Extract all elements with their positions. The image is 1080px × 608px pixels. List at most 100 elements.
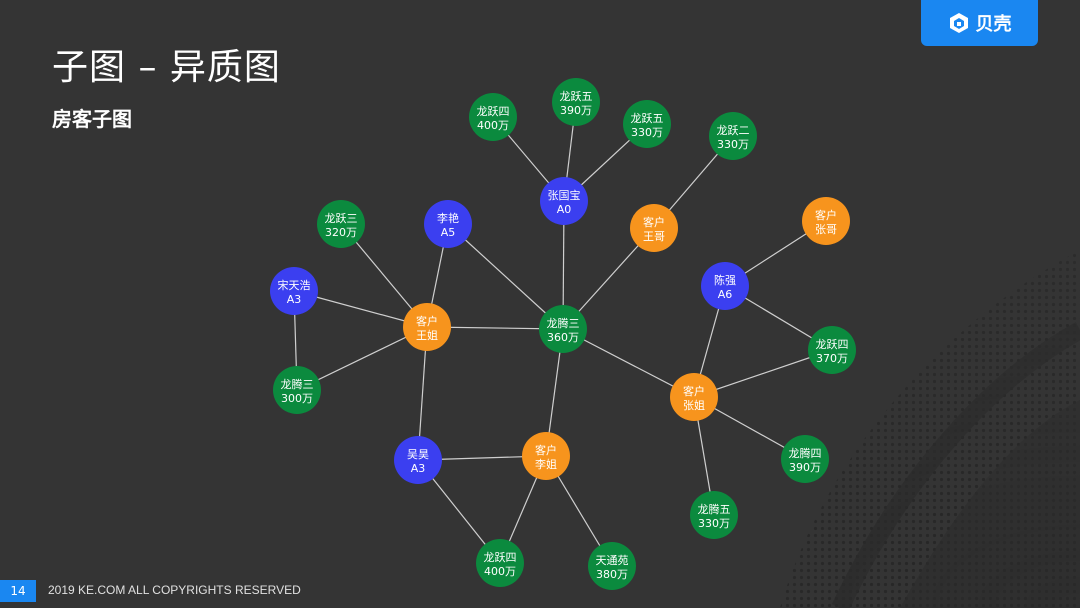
node-label-line1: 天通苑 (596, 554, 629, 567)
node-label-line2: A3 (287, 293, 302, 306)
customer-node-circle (403, 303, 451, 351)
halftone-decoration (780, 250, 1080, 608)
house-node-circle (808, 326, 856, 374)
node-label-line1: 龙腾四 (789, 446, 822, 460)
edge-h8-c3 (296, 326, 428, 391)
node-label-line2: 400万 (477, 119, 509, 132)
page-number: 14 (0, 580, 36, 602)
edge-h7-c4 (693, 349, 833, 398)
node-label-line2: A0 (557, 203, 572, 216)
node-label-line1: 客户 (683, 384, 705, 398)
node-label-line2: A5 (441, 226, 456, 239)
node-label-line1: 龙跃五 (631, 111, 664, 125)
node-label-line1: 龙跃四 (816, 337, 849, 351)
node-label-line2: A6 (718, 288, 733, 301)
node-label-line2: 王哥 (643, 230, 665, 243)
house-node-circle (539, 305, 587, 353)
copyright-text: 2019 KE.COM ALL COPYRIGHTS RESERVED (48, 583, 301, 597)
house-node-circle (552, 78, 600, 126)
house-node-circle (273, 366, 321, 414)
node-label-line2: 380万 (596, 568, 628, 581)
node-label-line2: 330万 (717, 138, 749, 151)
agent-node-circle (270, 267, 318, 315)
node-label-line1: 吴昊 (407, 448, 429, 461)
node-label-line1: 李艳 (437, 211, 459, 225)
slide-title: 子图 – 异质图 (52, 47, 281, 88)
brand-name: 贝壳 (975, 14, 1012, 35)
house-node-circle (317, 200, 365, 248)
house-node-circle (690, 491, 738, 539)
node-label-line1: 客户 (815, 208, 837, 222)
house-node-circle (588, 542, 636, 590)
node-label-line1: 张国宝 (548, 188, 581, 202)
node-label-line1: 龙跃四 (484, 550, 517, 564)
node-label-line1: 龙腾三 (281, 377, 314, 391)
node-label-line1: 龙跃五 (560, 89, 593, 103)
slide-subtitle: 房客子图 (52, 107, 132, 131)
node-label-line1: 宋天浩 (278, 278, 311, 292)
shell-logo-icon (949, 13, 968, 33)
agent-node-circle (394, 436, 442, 484)
node-label-line1: 陈强 (714, 273, 736, 287)
house-node-circle (781, 435, 829, 483)
agent-node-circle (701, 262, 749, 310)
node-label-line2: 300万 (281, 392, 313, 405)
node-label-line1: 龙跃二 (717, 123, 750, 137)
node-label-line1: 龙腾五 (698, 502, 731, 516)
node-label-line1: 客户 (416, 314, 438, 328)
node-label-line2: 400万 (484, 565, 516, 578)
node-label-line1: 龙腾三 (547, 316, 580, 330)
node-label-line2: 李姐 (535, 457, 557, 471)
node-label-line2: 330万 (698, 517, 730, 530)
customer-node-circle (630, 204, 678, 252)
node-label-line1: 龙跃四 (477, 104, 510, 118)
node-label-line1: 客户 (643, 215, 665, 229)
brand-logo: 贝壳 (921, 0, 1038, 46)
node-label-line2: 王姐 (416, 328, 438, 342)
node-label-line2: 320万 (325, 226, 357, 239)
customer-node-circle (522, 432, 570, 480)
edge-h6-c4 (562, 328, 695, 398)
house-node-circle (476, 539, 524, 587)
customer-node-circle (802, 197, 850, 245)
node-label-line2: 390万 (560, 104, 592, 117)
house-node-circle (709, 112, 757, 160)
node-label-line2: 370万 (816, 352, 848, 365)
house-node-circle (469, 93, 517, 141)
node-label-line1: 客户 (535, 443, 557, 457)
node-label-line2: 360万 (547, 331, 579, 344)
node-label-line2: 330万 (631, 126, 663, 139)
customer-node-circle (670, 373, 718, 421)
node-label-line2: 390万 (789, 461, 821, 474)
agent-node-circle (540, 177, 588, 225)
node-label-line1: 龙跃三 (325, 211, 358, 225)
agent-node-circle (424, 200, 472, 248)
node-label-line2: A3 (411, 462, 426, 475)
edge-a5-h6 (447, 223, 564, 330)
node-label-line2: 张哥 (815, 223, 837, 236)
